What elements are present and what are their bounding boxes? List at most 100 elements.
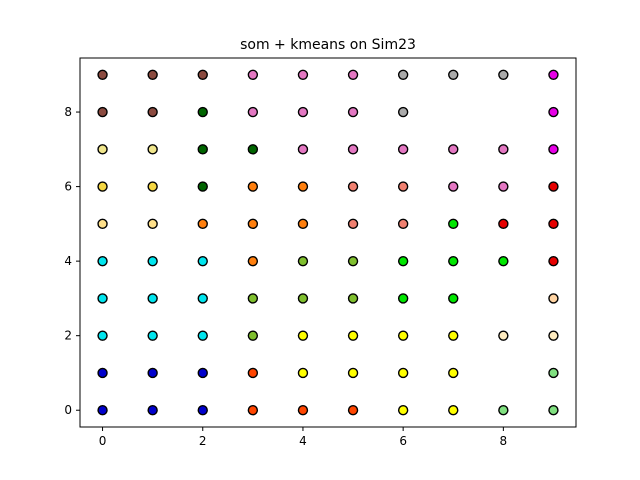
y-tick-label-2: 2 (64, 329, 72, 343)
data-point-0-6 (97, 181, 108, 192)
data-point-1-5 (147, 218, 158, 230)
data-point-7-9 (448, 69, 459, 80)
data-point-0-0 (97, 405, 108, 416)
data-point-4-2 (297, 330, 309, 341)
data-point-0-2 (97, 330, 108, 341)
chart-title: som + kmeans on Sim23 (240, 37, 416, 53)
data-point-6-2 (397, 330, 409, 341)
x-tick-label-2: 2 (199, 434, 207, 448)
data-point-0-1 (97, 367, 108, 379)
y-tick-label-0: 0 (64, 403, 72, 417)
data-point-7-7 (448, 144, 459, 155)
data-point-4-7 (297, 144, 309, 155)
data-point-2-4 (197, 255, 208, 267)
data-point-6-7 (397, 144, 409, 155)
data-point-3-3 (247, 293, 259, 304)
data-point-2-5 (197, 218, 208, 230)
data-point-1-0 (147, 405, 158, 416)
data-point-1-3 (147, 293, 158, 304)
data-point-6-3 (397, 293, 409, 304)
data-point-1-1 (147, 367, 158, 379)
data-point-3-9 (247, 69, 259, 80)
data-point-3-4 (247, 255, 259, 267)
data-point-4-9 (297, 69, 309, 80)
x-tick-label-0: 0 (99, 434, 107, 448)
plot-frame (79, 57, 577, 428)
data-point-5-7 (347, 144, 359, 155)
data-point-8-4 (498, 255, 509, 267)
data-point-4-6 (297, 181, 309, 192)
data-point-7-5 (448, 218, 459, 230)
data-point-3-6 (247, 181, 259, 192)
data-point-2-1 (197, 367, 208, 379)
y-tick-label-6: 6 (64, 180, 72, 194)
data-point-8-7 (498, 144, 509, 155)
plot-area (97, 69, 559, 416)
data-point-2-3 (197, 293, 208, 304)
data-point-8-2 (498, 330, 509, 341)
data-point-9-5 (548, 218, 559, 230)
data-point-5-0 (347, 405, 359, 416)
data-point-3-8 (247, 106, 259, 118)
data-point-1-6 (147, 181, 158, 192)
data-point-0-4 (97, 255, 108, 267)
data-point-1-2 (147, 330, 158, 341)
data-point-5-4 (347, 255, 359, 267)
data-point-2-6 (197, 181, 208, 192)
data-point-5-8 (347, 106, 359, 118)
x-tick-label-6: 6 (399, 434, 407, 448)
data-point-4-0 (297, 405, 309, 416)
data-point-9-3 (548, 293, 559, 304)
x-tick-label-8: 8 (500, 434, 508, 448)
data-point-7-6 (448, 181, 459, 192)
data-point-0-7 (97, 144, 108, 155)
data-point-1-9 (147, 69, 158, 80)
data-point-6-1 (397, 367, 409, 379)
data-point-2-2 (197, 330, 208, 341)
data-point-9-7 (548, 144, 559, 155)
data-point-3-7 (247, 144, 259, 155)
data-point-3-1 (247, 367, 259, 379)
data-point-3-2 (247, 330, 259, 341)
data-point-9-4 (548, 255, 559, 267)
data-point-7-0 (448, 405, 459, 416)
data-point-0-8 (97, 106, 108, 118)
data-point-0-5 (97, 218, 108, 230)
data-point-9-8 (548, 106, 559, 118)
data-point-2-8 (197, 106, 208, 118)
data-point-4-3 (297, 293, 309, 304)
data-point-3-0 (247, 405, 259, 416)
data-point-6-9 (397, 69, 409, 80)
data-point-9-6 (548, 181, 559, 192)
data-point-9-9 (548, 69, 559, 80)
data-point-6-4 (397, 255, 409, 267)
data-point-3-5 (247, 218, 259, 230)
data-point-0-9 (97, 69, 108, 80)
data-point-8-9 (498, 69, 509, 80)
data-point-5-5 (347, 218, 359, 230)
data-point-9-2 (548, 330, 559, 341)
data-point-9-0 (548, 405, 559, 416)
data-point-7-4 (448, 255, 459, 267)
data-point-9-1 (548, 367, 559, 379)
data-point-5-2 (347, 330, 359, 341)
data-point-1-7 (147, 144, 158, 155)
data-point-2-0 (197, 405, 208, 416)
data-point-5-3 (347, 293, 359, 304)
data-point-8-0 (498, 405, 509, 416)
data-point-5-6 (347, 181, 359, 192)
data-point-4-8 (297, 106, 309, 118)
data-point-7-1 (448, 367, 459, 379)
data-point-6-8 (397, 106, 409, 118)
y-tick-label-8: 8 (64, 105, 72, 119)
data-point-5-9 (347, 69, 359, 80)
data-point-6-0 (397, 405, 409, 416)
data-point-1-8 (147, 106, 158, 118)
data-point-7-3 (448, 293, 459, 304)
data-point-8-6 (498, 181, 509, 192)
axes: 0 2 4 6 8 0 2 4 6 8 (64, 105, 507, 448)
data-point-4-1 (297, 367, 309, 379)
data-point-1-4 (147, 255, 158, 267)
data-point-2-7 (197, 144, 208, 155)
